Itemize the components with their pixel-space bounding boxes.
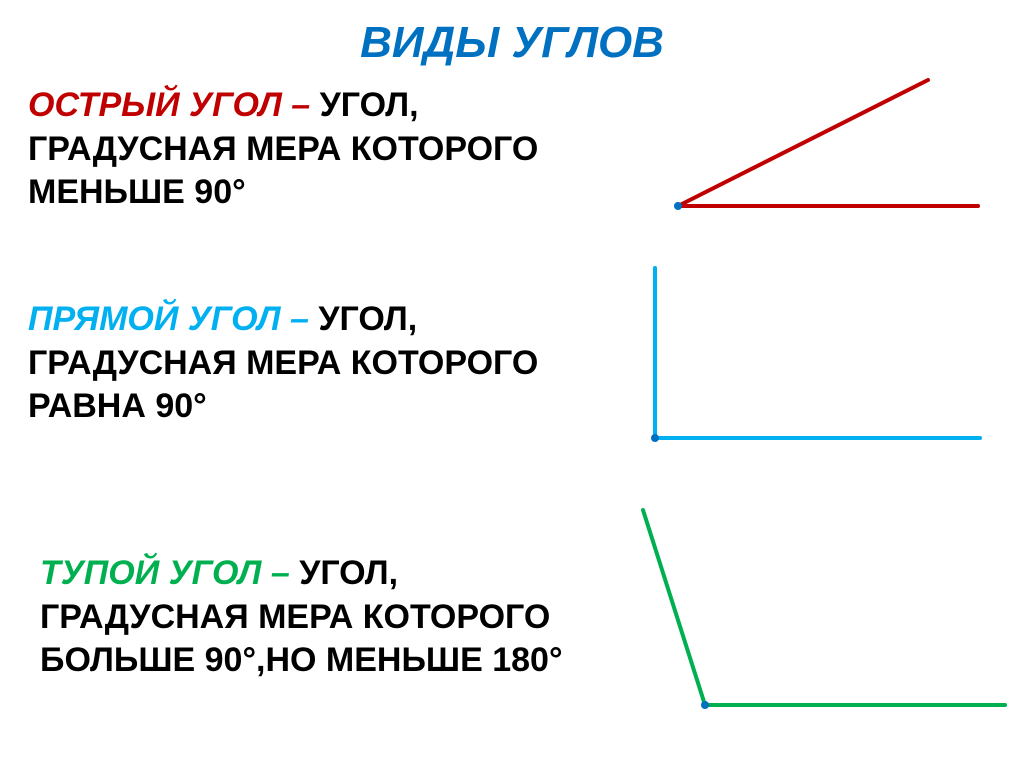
right-angle-term: ПРЯМОЙ УГОЛ –: [28, 300, 318, 338]
acute-angle-definition: ОСТРЫЙ УГОЛ – УГОЛ, ГРАДУСНАЯ МЕРА КОТОР…: [28, 84, 603, 215]
obtuse-angle-definition: ТУПОЙ УГОЛ – УГОЛ, ГРАДУСНАЯ МЕРА КОТОРО…: [40, 552, 615, 683]
page-title: ВИДЫ УГЛОВ: [0, 18, 1024, 68]
right-angle-definition: ПРЯМОЙ УГОЛ – УГОЛ, ГРАДУСНАЯ МЕРА КОТОР…: [28, 298, 603, 429]
acute-angle-term: ОСТРЫЙ УГОЛ –: [28, 86, 320, 124]
right-angle-diagram: [640, 258, 1000, 458]
obtuse-angle-term: ТУПОЙ УГОЛ –: [40, 554, 299, 592]
obtuse-angle-diagram: [625, 500, 1015, 720]
acute-angle-diagram: [618, 66, 998, 216]
page-root: ВИДЫ УГЛОВ ОСТРЫЙ УГОЛ – УГОЛ, ГРАДУСНАЯ…: [0, 0, 1024, 767]
